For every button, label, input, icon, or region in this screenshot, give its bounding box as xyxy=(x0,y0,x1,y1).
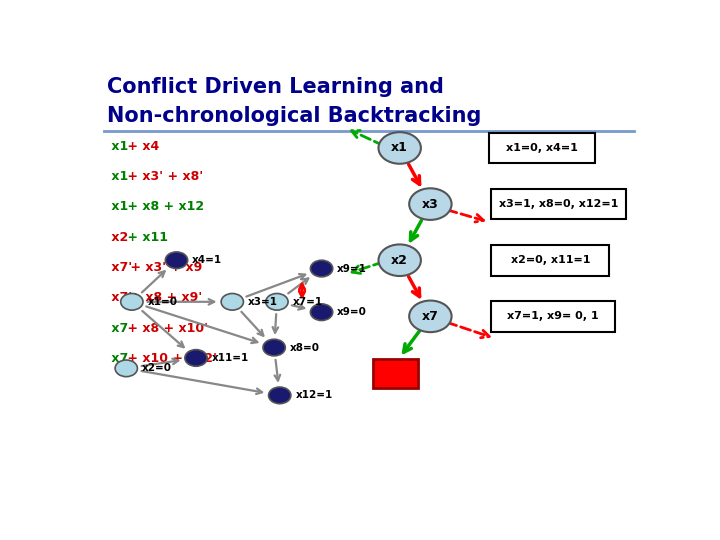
Text: + x8 + x10': + x8 + x10' xyxy=(123,322,208,335)
Text: x3=1, x8=0, x12=1: x3=1, x8=0, x12=1 xyxy=(499,199,618,209)
Circle shape xyxy=(409,301,451,332)
Text: + x4: + x4 xyxy=(123,140,159,153)
Circle shape xyxy=(409,188,451,220)
Text: x8=0: x8=0 xyxy=(289,342,320,353)
Text: x9=1: x9=1 xyxy=(337,264,367,274)
FancyBboxPatch shape xyxy=(374,359,418,388)
Text: x1: x1 xyxy=(107,170,128,183)
Text: x7: x7 xyxy=(107,352,128,365)
Text: x2: x2 xyxy=(107,231,128,244)
Text: x1=0: x1=0 xyxy=(148,297,177,307)
FancyBboxPatch shape xyxy=(492,188,626,219)
Text: x2=0: x2=0 xyxy=(142,363,172,373)
Circle shape xyxy=(115,360,138,377)
Text: + x8 + x9': + x8 + x9' xyxy=(126,292,202,305)
Text: x4=1: x4=1 xyxy=(192,255,222,265)
Circle shape xyxy=(221,293,243,310)
Text: x2: x2 xyxy=(391,254,408,267)
Text: x1: x1 xyxy=(107,140,128,153)
Text: x1: x1 xyxy=(391,141,408,154)
Text: x2=0, x11=1: x2=0, x11=1 xyxy=(510,255,590,265)
Text: x7: x7 xyxy=(422,310,438,323)
FancyBboxPatch shape xyxy=(492,301,615,332)
Text: x9=0: x9=0 xyxy=(337,307,367,317)
Text: x11=1: x11=1 xyxy=(212,353,249,363)
Text: x3=1: x3=1 xyxy=(248,297,278,307)
Text: + x3' + x8': + x3' + x8' xyxy=(123,170,204,183)
Text: Conflict Driven Learning and: Conflict Driven Learning and xyxy=(107,77,444,97)
Text: x1=0, x4=1: x1=0, x4=1 xyxy=(506,143,578,153)
Text: x7': x7' xyxy=(107,261,132,274)
Circle shape xyxy=(379,245,421,276)
Circle shape xyxy=(269,387,291,404)
Text: + x10 + x12': + x10 + x12' xyxy=(123,352,217,365)
Text: x7=1, x9= 0, 1: x7=1, x9= 0, 1 xyxy=(508,312,599,321)
Circle shape xyxy=(121,293,143,310)
Circle shape xyxy=(185,349,207,366)
Circle shape xyxy=(166,252,188,268)
Text: + x3' + x9: + x3' + x9 xyxy=(126,261,202,274)
Circle shape xyxy=(310,260,333,277)
Text: x7: x7 xyxy=(107,322,128,335)
Text: + x8 + x12: + x8 + x12 xyxy=(123,200,204,213)
FancyBboxPatch shape xyxy=(492,245,609,275)
Text: + x11: + x11 xyxy=(123,231,168,244)
FancyBboxPatch shape xyxy=(489,133,595,163)
Circle shape xyxy=(266,293,288,310)
Circle shape xyxy=(379,132,421,164)
Text: x7=1: x7=1 xyxy=(292,297,323,307)
Circle shape xyxy=(263,339,285,356)
Circle shape xyxy=(310,304,333,321)
Text: x3: x3 xyxy=(422,198,438,211)
Text: x1: x1 xyxy=(107,200,128,213)
Text: x12=1: x12=1 xyxy=(295,390,333,400)
Text: x7': x7' xyxy=(107,292,132,305)
Text: Non-chronological Backtracking: Non-chronological Backtracking xyxy=(107,106,481,126)
